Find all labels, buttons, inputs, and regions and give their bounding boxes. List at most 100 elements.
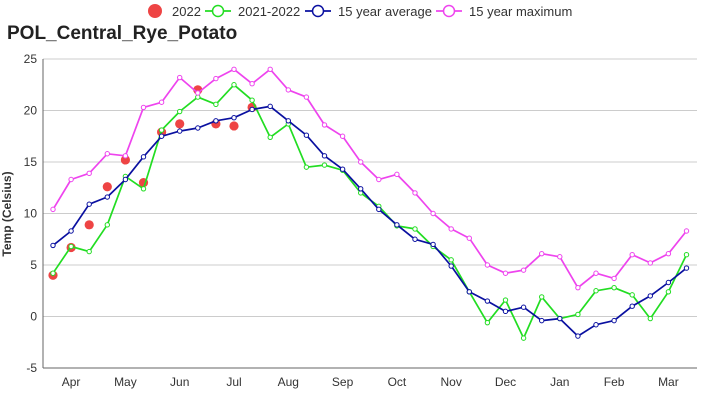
data-point-2021-2022 xyxy=(629,292,635,298)
data-point-2021-2022 xyxy=(249,97,255,103)
data-point-2021-2022 xyxy=(575,311,581,318)
data-point-15-year-average xyxy=(50,242,56,249)
data-point-2021-2022 xyxy=(140,186,147,192)
data-point-15-year-maximum xyxy=(484,262,491,268)
y-tick-label: 5 xyxy=(30,258,37,272)
data-point-15-year-average xyxy=(412,236,418,242)
data-point-15-year-average xyxy=(321,153,328,159)
y-tick-label: 0 xyxy=(30,310,37,324)
series-line-15-year-maximum xyxy=(52,68,688,289)
legend-marker xyxy=(311,4,325,18)
data-point-15-year-maximum xyxy=(394,171,400,178)
data-point-15-year-average xyxy=(466,289,472,295)
data-point-15-year-maximum xyxy=(520,267,527,273)
legend-item-15-year-maximum[interactable]: 15 year maximum xyxy=(436,4,572,19)
data-point-15-year-maximum xyxy=(249,81,255,87)
x-tick-label: Feb xyxy=(604,375,625,389)
data-point-15-year-average xyxy=(285,118,291,124)
data-point-15-year-maximum xyxy=(158,99,165,105)
legend-label: 2021-2022 xyxy=(238,4,300,19)
data-point-15-year-average xyxy=(502,308,509,315)
data-point-2021-2022 xyxy=(593,288,599,294)
data-point-15-year-maximum xyxy=(231,66,237,73)
data-point-2021-2022 xyxy=(448,257,454,263)
data-point-15-year-maximum xyxy=(358,159,364,165)
data-point-15-year-maximum xyxy=(611,275,617,282)
data-point-15-year-maximum xyxy=(683,228,690,234)
data-point-15-year-maximum xyxy=(177,74,183,81)
data-point-15-year-maximum xyxy=(339,133,346,139)
data-point-15-year-maximum xyxy=(665,250,672,257)
data-point-2021-2022 xyxy=(303,164,310,170)
x-tick-label: Jan xyxy=(550,375,569,389)
data-point-2021-2022 xyxy=(484,319,491,326)
data-point-2022 xyxy=(84,220,94,230)
data-point-2021-2022 xyxy=(213,101,219,108)
y-tick-label: -5 xyxy=(26,361,37,375)
data-point-15-year-average xyxy=(665,279,672,286)
y-tick-label: 10 xyxy=(24,207,38,221)
data-point-2021-2022 xyxy=(683,252,690,258)
axes: -5 0 5 10 15 20 25 Apr May Jun Jul Aug Sep Oct Nov Dec J… xyxy=(24,52,697,389)
data-point-15-year-average xyxy=(213,118,219,124)
data-point-15-year-average xyxy=(158,133,165,139)
data-point-15-year-average xyxy=(231,115,237,121)
y-tick-label: 25 xyxy=(24,52,38,66)
x-tick-label: Jun xyxy=(170,375,189,389)
x-tick-label: May xyxy=(114,375,137,389)
data-point-15-year-maximum xyxy=(430,210,436,217)
data-point-15-year-average xyxy=(683,265,690,271)
data-point-2021-2022 xyxy=(86,248,92,255)
data-point-15-year-average xyxy=(647,293,653,299)
chart-title: POL_Central_Rye_Potato xyxy=(7,23,237,44)
legend: 2022 2021-2022 15 year average 15 year maxi… xyxy=(148,4,572,19)
data-point-15-year-average xyxy=(358,186,364,192)
data-point-15-year-maximum xyxy=(195,90,201,96)
y-tick-label: 15 xyxy=(24,155,38,169)
data-point-2021-2022 xyxy=(321,162,328,168)
data-point-15-year-average xyxy=(140,154,147,160)
data-point-15-year-maximum xyxy=(376,176,382,183)
legend-item-2021-2022[interactable]: 2021-2022 xyxy=(205,4,300,19)
legend-item-2022[interactable]: 2022 xyxy=(148,4,201,19)
data-point-15-year-average xyxy=(629,303,635,309)
x-tick-label: Apr xyxy=(62,375,81,389)
x-tick-label: Mar xyxy=(658,375,679,389)
series-15-year-maximum xyxy=(50,66,690,291)
data-point-2021-2022 xyxy=(539,294,545,300)
data-point-15-year-average xyxy=(376,206,382,213)
data-point-15-year-maximum xyxy=(502,270,509,276)
data-point-2021-2022 xyxy=(520,335,527,341)
data-point-15-year-average xyxy=(104,194,111,200)
legend-label: 2022 xyxy=(172,4,201,19)
data-point-15-year-maximum xyxy=(557,254,563,260)
data-point-15-year-maximum xyxy=(213,75,219,82)
legend-item-15-year-average[interactable]: 15 year average xyxy=(305,4,432,19)
data-point-15-year-maximum xyxy=(140,104,147,111)
x-tick-label: Aug xyxy=(278,375,299,389)
data-point-2021-2022 xyxy=(68,243,74,250)
data-point-15-year-average xyxy=(339,166,346,172)
data-point-15-year-maximum xyxy=(267,66,273,73)
y-tick-label: 20 xyxy=(24,104,38,118)
data-point-15-year-average xyxy=(86,201,92,207)
legend-label: 15 year maximum xyxy=(469,4,572,19)
data-point-15-year-maximum xyxy=(68,176,74,183)
data-point-15-year-average xyxy=(195,125,201,131)
data-point-15-year-maximum xyxy=(303,94,310,100)
series-2022 xyxy=(48,85,257,280)
data-point-2022 xyxy=(175,119,185,129)
series-layer xyxy=(48,66,690,341)
legend-marker xyxy=(442,4,456,18)
data-point-15-year-maximum xyxy=(86,170,92,177)
data-point-15-year-average xyxy=(122,176,129,183)
data-point-2021-2022 xyxy=(611,284,617,291)
data-point-15-year-average xyxy=(520,304,527,310)
legend-marker xyxy=(148,4,162,18)
data-point-2021-2022 xyxy=(177,108,183,115)
x-tick-label: Nov xyxy=(441,375,462,389)
data-point-15-year-maximum xyxy=(593,270,599,276)
data-point-15-year-average xyxy=(557,315,563,322)
data-point-15-year-average xyxy=(394,222,400,228)
